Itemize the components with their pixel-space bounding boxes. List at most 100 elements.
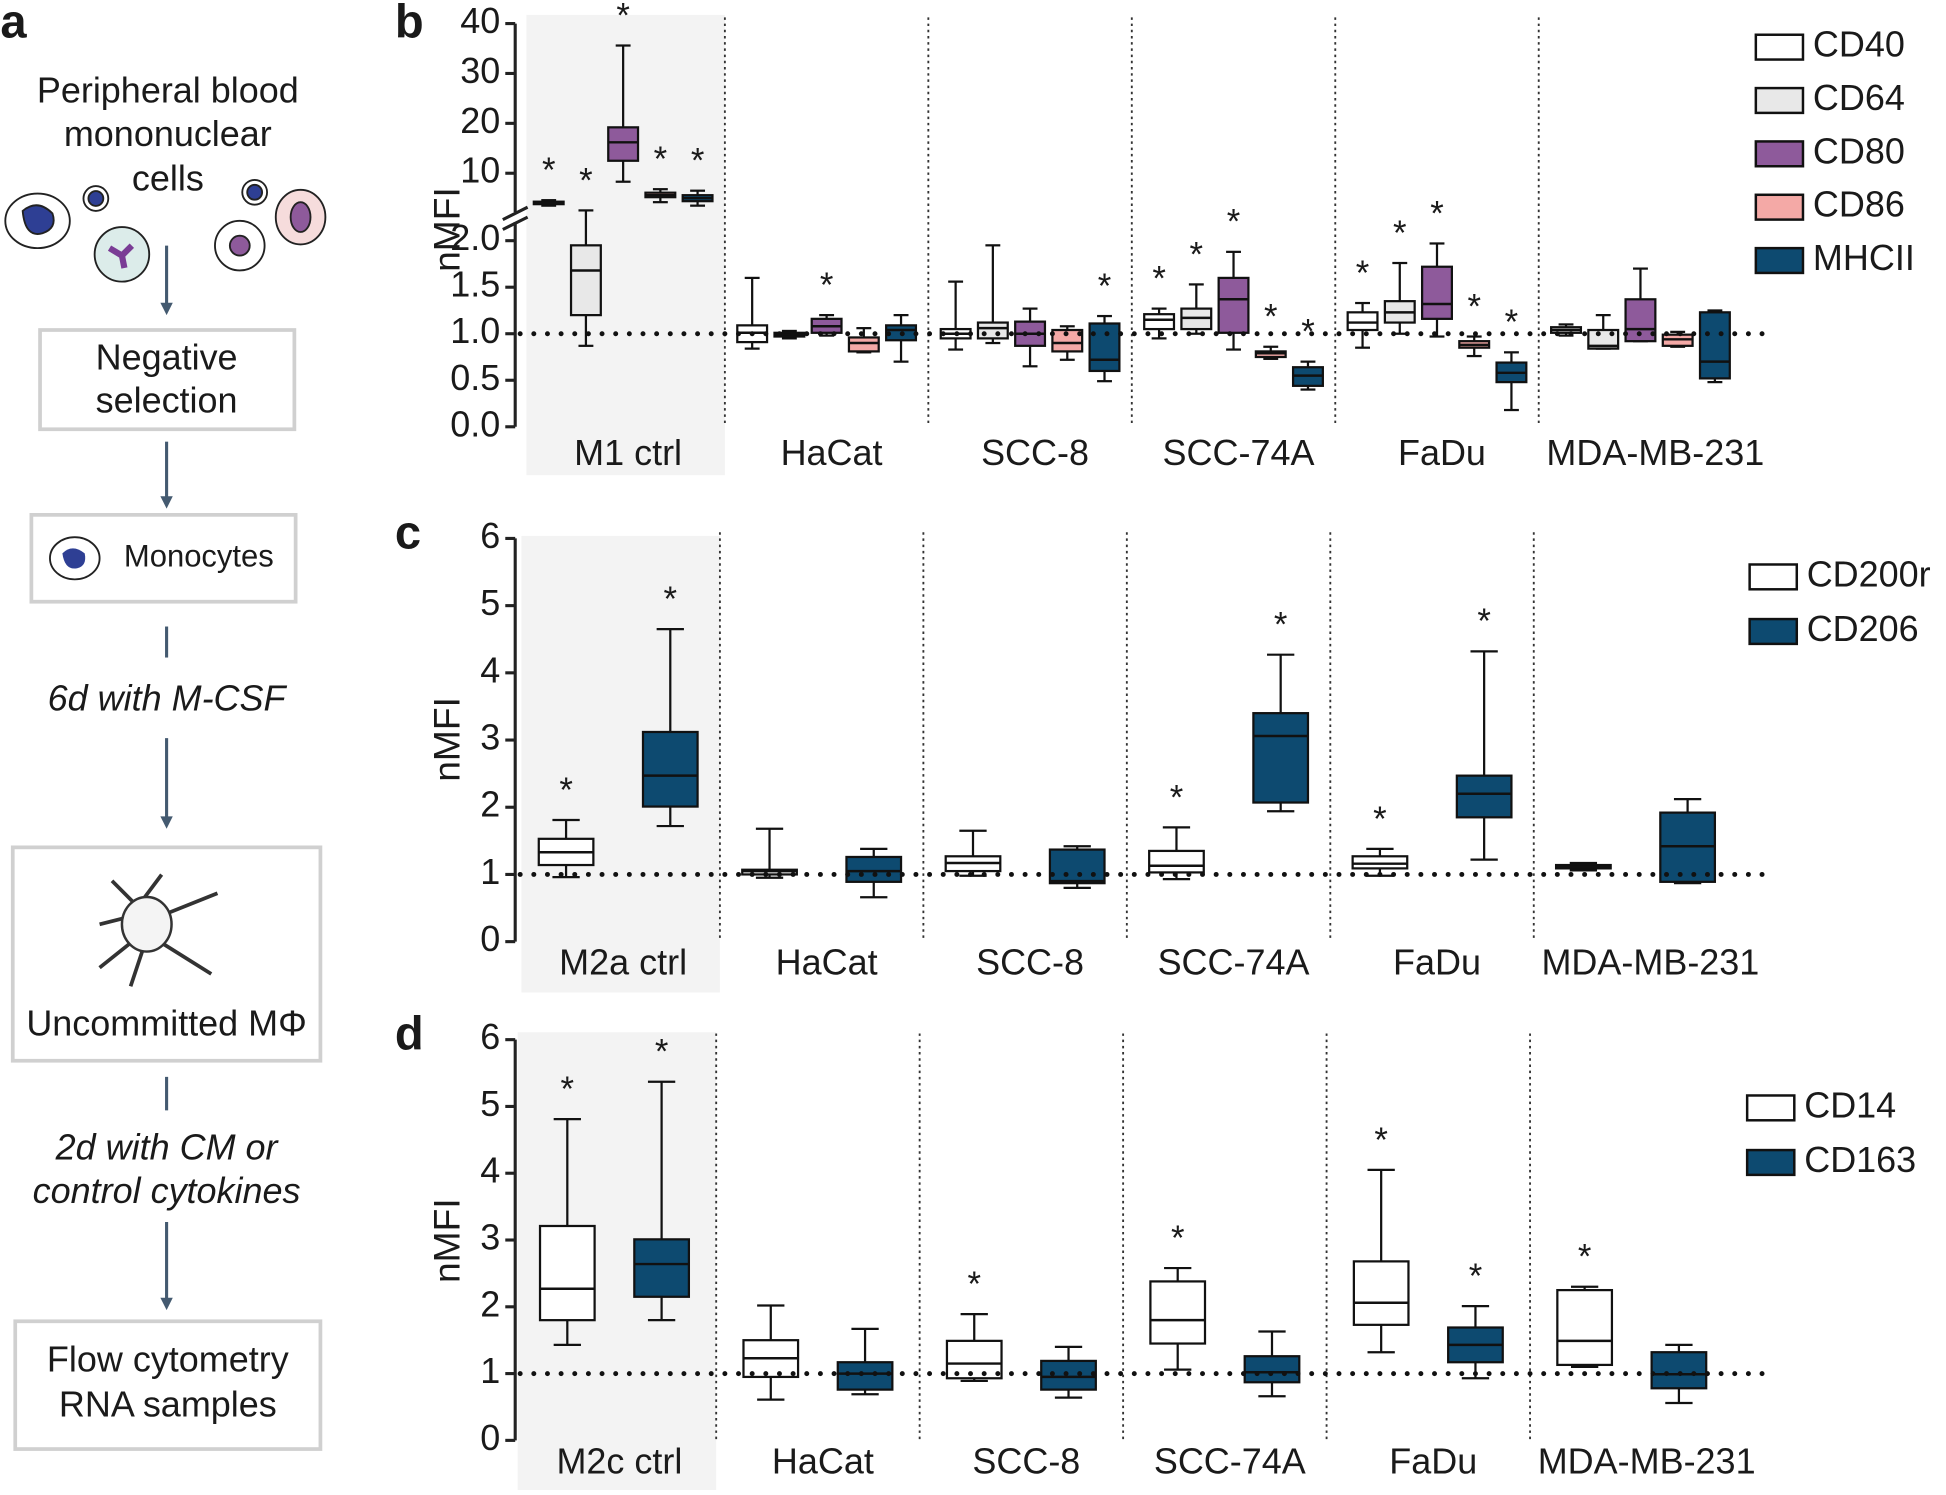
significance-label: *	[1477, 603, 1491, 641]
box	[1650, 1351, 1708, 1390]
significance-label: *	[1578, 1239, 1592, 1277]
legend-swatch	[1745, 1148, 1796, 1177]
significance-label: *	[664, 581, 678, 619]
chart-panel: d nMFI 0 1 2 3 4 5 6 M2c ctrl HaCat SCC-8 SCC-74A FaD…	[395, 1007, 1916, 1490]
x-tick-label: HaCat	[776, 942, 878, 983]
legend-swatch	[1748, 617, 1799, 646]
y-tick-label: 4	[480, 649, 500, 690]
legend-label: CD206	[1807, 608, 1919, 649]
y-tick-label: 5	[480, 582, 500, 623]
y-tick-label: 1.5	[450, 264, 500, 305]
legend-label: MHCII	[1813, 237, 1915, 278]
x-tick-label: M1 ctrl	[574, 432, 682, 473]
box	[607, 126, 640, 162]
box	[1420, 265, 1454, 320]
significance-label: *	[1227, 204, 1241, 242]
significance-label: *	[1190, 236, 1204, 274]
x-tick-label: FaDu	[1393, 942, 1481, 983]
legend-swatch	[1754, 193, 1805, 221]
flow-step: Monocytes	[124, 538, 274, 573]
x-tick-label: HaCat	[781, 432, 883, 473]
significance-label: *	[1301, 314, 1315, 352]
significance-label: *	[561, 1071, 575, 1109]
significance-label: *	[1356, 255, 1370, 293]
chart-panel: c nMFI 0 1 2 3 4 5 6 M2a ctrl HaCat SCC-8 SCC-74A FaD…	[395, 505, 1931, 993]
x-tick-label: FaDu	[1389, 1440, 1477, 1481]
legend-label: CD64	[1813, 77, 1905, 118]
x-tick-label: MDA-MB-231	[1541, 942, 1759, 983]
flow-step: Negative	[96, 336, 238, 377]
flow-step: selection	[96, 380, 238, 421]
significance-label: *	[654, 141, 668, 179]
y-tick-label: 30	[460, 50, 500, 91]
box	[1051, 328, 1084, 353]
x-tick-label: SCC-8	[972, 1440, 1080, 1481]
chart-panel: b nMFI 0.0 0.5 1.0 1.5 2.0 10 20 30 40 M1 ctrl HaCat…	[395, 0, 1915, 476]
flow-step: Flow cytometry	[47, 1339, 289, 1380]
y-tick-label: 0.0	[450, 403, 500, 444]
box	[836, 1361, 894, 1391]
flow-panel: a Peripheral blood mononuclear cells Neg…	[0, 0, 327, 1451]
x-tick-label: SCC-8	[981, 432, 1089, 473]
y-tick-label: 1.0	[450, 310, 500, 351]
significance-label: *	[1469, 1258, 1483, 1296]
x-tick-label: SCC-74A	[1154, 1440, 1306, 1481]
box	[633, 1238, 691, 1298]
significance-label: *	[1274, 607, 1288, 645]
legend-swatch	[1745, 1094, 1796, 1122]
y-tick-label: 1	[480, 1350, 500, 1391]
y-tick-label: 4	[480, 1150, 500, 1191]
box	[641, 730, 699, 808]
significance-label: *	[542, 152, 556, 190]
legend-label: CD86	[1813, 184, 1905, 225]
box	[1088, 322, 1121, 373]
y-tick-label: 0	[480, 918, 500, 959]
significance-label: *	[1152, 260, 1166, 298]
y-tick-label: 2	[480, 1283, 500, 1324]
significance-label: *	[1430, 195, 1444, 233]
significance-label: *	[967, 1266, 981, 1304]
significance-label: *	[1264, 299, 1278, 337]
significance-label: *	[559, 772, 573, 810]
box	[569, 244, 602, 317]
y-tick-label: 6	[480, 515, 500, 556]
y-axis-label: nMFI	[425, 697, 467, 782]
box	[1149, 1280, 1207, 1345]
legend-swatch	[1748, 563, 1799, 591]
panel-label: c	[395, 505, 421, 558]
flow-source: cells	[132, 158, 204, 199]
significance-label: *	[1393, 215, 1407, 253]
significance-label: *	[579, 162, 593, 200]
y-tick-label: 3	[480, 717, 500, 758]
x-tick-label: FaDu	[1398, 432, 1486, 473]
significance-label: *	[655, 1034, 669, 1072]
box	[1048, 848, 1106, 885]
axis-break	[502, 205, 529, 231]
y-tick-label: 2	[480, 784, 500, 825]
x-tick-label: MDA-MB-231	[1546, 432, 1764, 473]
flow-source: mononuclear	[64, 113, 272, 154]
x-tick-label: M2a ctrl	[559, 942, 687, 983]
x-tick-label: MDA-MB-231	[1538, 1440, 1756, 1481]
legend-label: CD80	[1813, 130, 1905, 171]
legend-label: CD14	[1804, 1084, 1896, 1125]
y-tick-label: 20	[460, 100, 500, 141]
y-tick-label: 2.0	[450, 217, 500, 258]
y-tick-label: 10	[460, 150, 500, 191]
y-tick-label: 5	[480, 1083, 500, 1124]
box	[1352, 1260, 1410, 1326]
legend-swatch	[1754, 86, 1805, 115]
box	[1698, 311, 1731, 380]
x-tick-label: SCC-74A	[1163, 432, 1315, 473]
panel-label: a	[0, 0, 27, 47]
significance-label: *	[1373, 801, 1387, 839]
flow-treatment: control cytokines	[33, 1170, 301, 1211]
y-tick-label: 0.5	[450, 357, 500, 398]
box	[845, 855, 903, 883]
y-tick-label: 6	[480, 1016, 500, 1057]
box	[1351, 855, 1409, 870]
legend-swatch	[1754, 246, 1805, 275]
flow-step: Uncommitted MΦ	[26, 1003, 307, 1044]
significance-label: *	[1171, 1220, 1185, 1258]
